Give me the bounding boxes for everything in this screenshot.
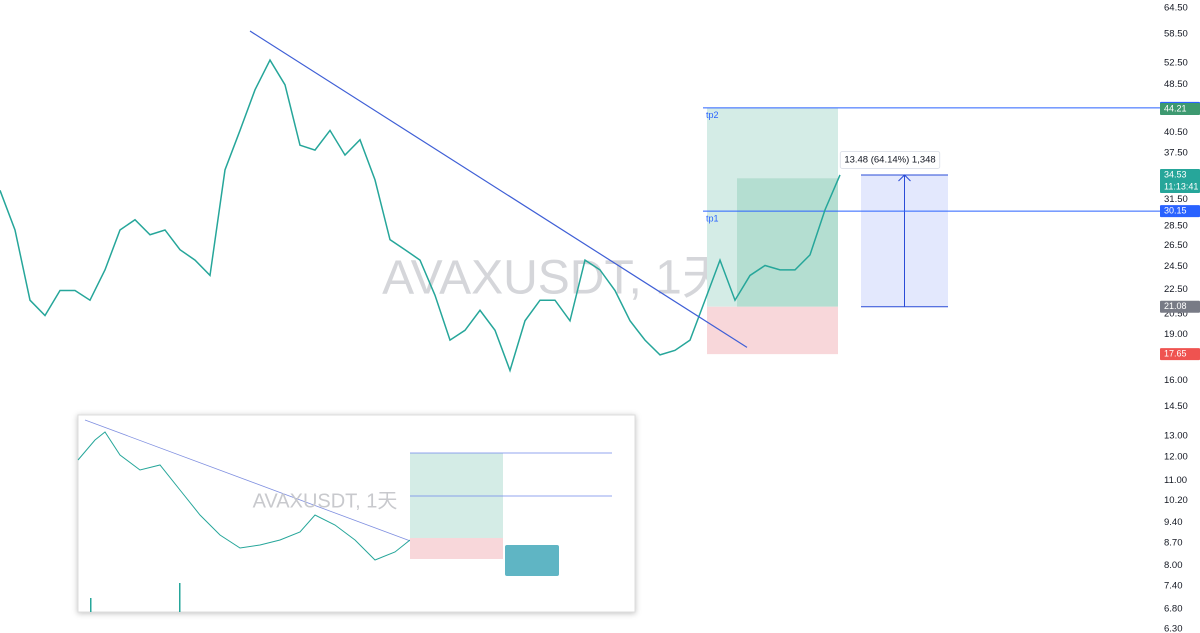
- measure-label: 13.48 (64.14%) 1,348: [844, 154, 935, 165]
- y-tick-label: 20.50: [1164, 309, 1188, 320]
- y-tick-label: 37.50: [1164, 147, 1188, 158]
- y-tick-label: 8.00: [1164, 560, 1183, 571]
- inset-volume: [179, 583, 181, 612]
- y-tick-label: 7.40: [1164, 581, 1183, 592]
- inset-loss-zone: [410, 538, 503, 559]
- y-tick-label: 14.50: [1164, 401, 1188, 412]
- y-tick-label: 8.70: [1164, 538, 1183, 549]
- y-tick-label: 16.00: [1164, 375, 1188, 386]
- level-label: tp2: [706, 110, 719, 120]
- inset-screenshot: AVAXUSDT, 1天: [77, 414, 636, 613]
- watermark: AVAXUSDT, 1天: [382, 252, 730, 305]
- inset-frame: [77, 414, 636, 613]
- y-tick-label: 26.50: [1164, 240, 1188, 251]
- y-tick-label: 40.50: [1164, 127, 1188, 138]
- y-tick-label: 11.00: [1164, 475, 1187, 486]
- y-tick-label: 6.80: [1164, 603, 1183, 614]
- y-tick-label: 12.00: [1164, 452, 1188, 463]
- measure-label-bg: [839, 150, 941, 169]
- y-tick-label: 19.00: [1164, 329, 1188, 340]
- price-tag-label: 44.21: [1164, 103, 1187, 113]
- level-label: tp1: [706, 214, 719, 224]
- price-tag: [1160, 168, 1200, 193]
- price-tag: [1160, 348, 1200, 361]
- y-tick-label: 9.40: [1164, 517, 1183, 528]
- y-tick-label: 58.50: [1164, 29, 1188, 40]
- inset-trendline: [84, 419, 441, 553]
- y-tick-label: 48.50: [1164, 79, 1188, 90]
- y-tick-label: 24.50: [1164, 261, 1188, 272]
- price-tag-countdown: 11:13:41: [1164, 181, 1198, 191]
- price-tag-label: 34.53: [1164, 169, 1187, 179]
- open-profit-zone: [737, 178, 838, 307]
- price-tag-label: 30.15: [1164, 206, 1187, 216]
- y-tick-label: 6.30: [1164, 624, 1183, 633]
- price-tag-label: 17.65: [1164, 349, 1187, 359]
- inset-price: [77, 431, 411, 561]
- y-tick-label: 64.50: [1164, 3, 1188, 14]
- y-tick-label: 13.00: [1164, 430, 1188, 441]
- inset-volume: [90, 598, 92, 612]
- price-line: [0, 58, 841, 373]
- inset-profit-zone: [410, 453, 503, 538]
- y-tick-label: 31.50: [1164, 194, 1188, 205]
- measure-arrowhead: [898, 174, 911, 182]
- y-tick-label: 22.50: [1164, 284, 1188, 295]
- y-tick-label: 52.50: [1164, 58, 1188, 69]
- loss-zone: [707, 306, 838, 355]
- price-tag: [1160, 300, 1200, 313]
- y-tick-label: 10.20: [1164, 495, 1188, 506]
- inset-tooltip: [505, 545, 559, 576]
- y-tick-label: 28.50: [1164, 221, 1188, 232]
- inset-watermark: AVAXUSDT, 1天: [253, 490, 398, 512]
- trendline: [249, 30, 748, 348]
- price-tag-label: 21.08: [1164, 301, 1187, 311]
- price-tag: [1160, 102, 1200, 115]
- price-tag: [1160, 205, 1200, 218]
